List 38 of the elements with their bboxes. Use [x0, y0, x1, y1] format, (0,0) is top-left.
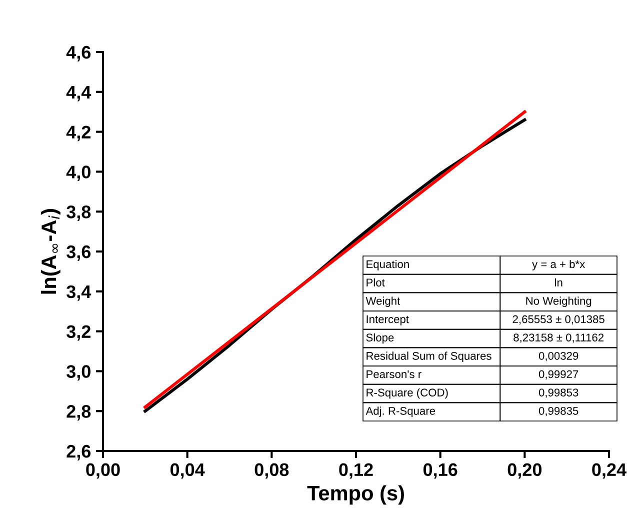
annotation: Equation: [366, 260, 409, 270]
annotation: Pearson's r: [366, 370, 422, 378]
x-tick-label: 0,08: [254, 463, 289, 479]
annotation: Weight: [366, 296, 400, 308]
annotation: 0,00329: [538, 352, 578, 362]
y-tick-label: 3,4: [66, 285, 92, 301]
annotation: Adj. R-Square: [366, 406, 436, 418]
annotation: Intercept: [366, 315, 409, 326]
y-tick-label: 4,2: [66, 126, 90, 142]
annotation: 0,99927: [538, 370, 578, 380]
annotation: No Weighting: [526, 296, 592, 308]
y-tick-label: 4,4: [66, 86, 92, 102]
annotation: Slope: [366, 333, 394, 344]
annotation: Residual Sum of Squares: [366, 352, 492, 362]
y-tick-label: 3,0: [66, 365, 90, 381]
y-tick-label: 3,8: [66, 206, 91, 221]
x-tick-label: 0,00: [86, 463, 120, 479]
x-axis-title: Tempo (s): [307, 485, 404, 505]
x-tick-label: 0,04: [170, 463, 205, 479]
annotation: 2,65553 ± 0,01385: [512, 315, 604, 324]
y-tick-label: 3,6: [66, 245, 91, 261]
annotation: R-Square (COD): [366, 388, 448, 399]
y-axis-title: ln(A$_{∞}$-A$_{i}$): [40, 209, 60, 294]
y-tick-label: 4,6: [66, 46, 91, 62]
x-tick-label: 0,12: [339, 463, 373, 479]
y-tick-label: 3,2: [66, 325, 90, 341]
y-tick-label: 2,6: [66, 444, 91, 460]
annotation: 8,23158 ± 0,11162: [514, 334, 604, 343]
annotation: Plot: [366, 278, 385, 286]
annotation: ln: [555, 278, 562, 286]
annotation: 0,99835: [538, 406, 578, 416]
y-tick-label: 2,8: [66, 405, 91, 420]
x-tick-label: 0,24: [592, 463, 626, 479]
annotation: y = a + b*x: [532, 260, 586, 270]
annotation: 0,99853: [538, 388, 578, 398]
x-tick-label: 0,20: [508, 463, 542, 479]
x-tick-label: 0,16: [423, 463, 458, 479]
y-tick-label: 4,0: [66, 166, 90, 182]
